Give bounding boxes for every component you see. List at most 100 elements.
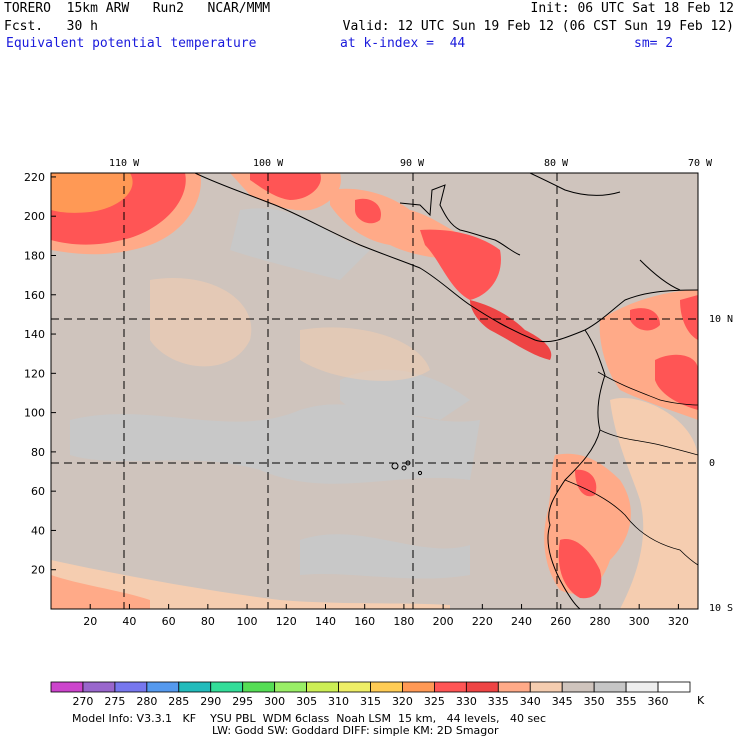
colorbar-swatch	[82, 681, 116, 693]
y-tick-label: 200	[24, 210, 45, 223]
grey-patch	[70, 404, 480, 484]
colombia-red	[655, 354, 698, 410]
field-name: Equivalent potential temperature	[6, 36, 257, 51]
colorbar-level: 275	[104, 695, 125, 708]
y-tick-label: 20	[31, 564, 45, 577]
x-tick-labels: 20 40 60 80 100 120 140 160 180 200 220 240 260 280 30…	[83, 615, 689, 628]
border-line	[599, 429, 698, 456]
peach-band-south	[51, 560, 450, 609]
colorbar-level: 325	[424, 695, 445, 708]
colorbar-swatch	[657, 681, 691, 693]
smoothing-info: sm= 2	[634, 36, 674, 51]
lon-label: 90 W	[400, 158, 425, 169]
x-tick-label: 240	[511, 615, 532, 628]
warm-nw-orange	[51, 173, 133, 213]
x-tick-label: 80	[201, 615, 215, 628]
colorbar-swatch	[402, 681, 435, 693]
x-tick-label: 140	[315, 615, 336, 628]
colorbar-swatch	[433, 681, 467, 693]
y-tick-label: 40	[31, 524, 45, 537]
colorbar-swatch	[306, 681, 339, 693]
y-tick-label: 120	[24, 367, 45, 380]
colorbar-level: 360	[648, 695, 669, 708]
colorbar-swatch	[497, 681, 531, 693]
x-tick-label: 180	[393, 615, 414, 628]
colorbar-level: 320	[392, 695, 413, 708]
model-info-physics: LW: Godd SW: Goddard DIFF: simple KM: 2D…	[212, 724, 499, 737]
colorbar-level: 345	[552, 695, 573, 708]
colorbar-level: 305	[296, 695, 317, 708]
colorbar-swatch	[50, 681, 84, 693]
lat-label: 0	[709, 458, 715, 469]
colorbar-level: 310	[328, 695, 349, 708]
x-tick-label: 60	[162, 615, 176, 628]
peru-red	[558, 539, 602, 599]
x-tick-label: 160	[354, 615, 375, 628]
y-tick-label: 80	[31, 446, 45, 459]
y-tick-label: 100	[24, 407, 45, 420]
salmon-band-south	[51, 575, 150, 609]
model-title: TORERO 15km ARW Run2 NCAR/MMM	[4, 1, 271, 16]
lat-label: 10 S	[709, 603, 733, 614]
colorbar-level: 350	[584, 695, 605, 708]
map-field	[51, 173, 698, 609]
level-info: at k-index = 44	[340, 36, 466, 51]
coastline-caribbean	[529, 173, 621, 196]
init-time: Init: 06 UTC Sat 18 Feb 12	[530, 1, 735, 16]
valid-time: Valid: 12 UTC Sun 19 Feb 12 (06 CST Sun …	[342, 19, 734, 34]
colorbar-swatch	[465, 681, 499, 693]
y-tick-label: 160	[24, 289, 45, 302]
x-tick-label: 260	[550, 615, 571, 628]
venezuela-red	[680, 295, 698, 340]
colorbar-level: 270	[72, 695, 93, 708]
x-tick-label: 320	[668, 615, 689, 628]
forecast-hour: Fcst. 30 h	[4, 19, 98, 34]
x-tick-label: 200	[433, 615, 454, 628]
grey-patch	[230, 208, 370, 280]
colorbar-swatch	[178, 681, 212, 693]
colorbar-swatch	[210, 681, 244, 693]
y-tick-labels: 220 200 180 160 140 120 100 80 60 40 20	[24, 171, 45, 577]
x-tick-label: 280	[589, 615, 610, 628]
lon-label: 70 W	[688, 158, 713, 169]
x-tick-label: 20	[83, 615, 97, 628]
colorbar	[50, 681, 691, 693]
coastline-central-america	[194, 173, 698, 343]
ecuador-red	[575, 469, 597, 497]
colorbar-level: 335	[488, 695, 509, 708]
border-line	[597, 371, 698, 406]
coastline-yucatan	[399, 184, 521, 256]
colorbar-swatch	[242, 681, 276, 693]
colorbar-swatch	[370, 681, 403, 693]
colorbar-level: 285	[168, 695, 189, 708]
colorbar-level: 355	[616, 695, 637, 708]
lon-label: 100 W	[253, 158, 284, 169]
x-tick-label: 120	[276, 615, 297, 628]
colorbar-level: 295	[232, 695, 253, 708]
colorbar-level: 330	[456, 695, 477, 708]
peach-patch	[300, 327, 430, 381]
colorbar-swatch	[561, 681, 595, 693]
colorbar-level: 290	[200, 695, 221, 708]
galapagos-island	[417, 470, 423, 476]
x-tick-label: 300	[629, 615, 650, 628]
y-tick-label: 140	[24, 328, 45, 341]
costa-rica-red	[470, 300, 552, 360]
coastline-colombia	[639, 259, 681, 291]
colorbar-level: 315	[360, 695, 381, 708]
galapagos-island	[401, 465, 407, 471]
x-tick-marks	[89, 604, 679, 609]
colorbar-level: 300	[264, 695, 285, 708]
ca-red-patch	[355, 198, 381, 224]
lat-label: 10 N	[709, 314, 733, 325]
grey-patch	[300, 534, 470, 579]
lon-label: 80 W	[544, 158, 569, 169]
colorbar-labels: 270 275 280 285 290 295 300 305 310 315 320 325 330 3…	[72, 695, 668, 708]
grey-patch	[340, 369, 470, 420]
colorbar-swatch	[529, 681, 563, 693]
x-tick-label: 220	[472, 615, 493, 628]
y-tick-marks	[51, 176, 56, 571]
colorbar-swatch	[146, 681, 180, 693]
y-tick-label: 180	[24, 249, 45, 262]
